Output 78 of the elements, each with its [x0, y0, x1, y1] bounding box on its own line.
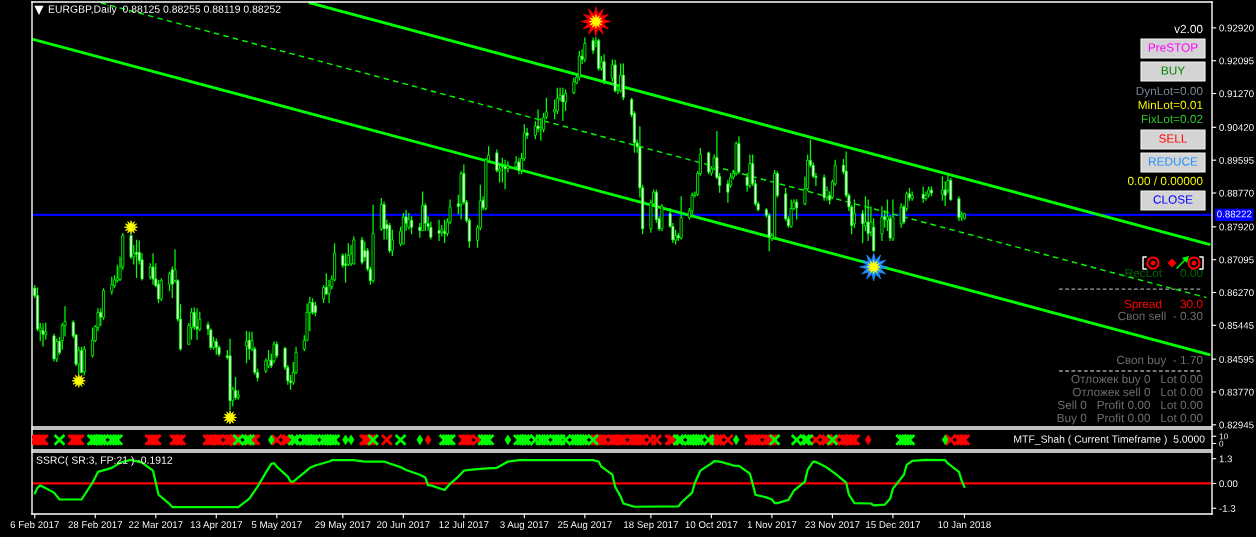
y-tick-label: 0.87920 [1219, 223, 1254, 231]
candlestick [899, 203, 903, 228]
candlestick [352, 236, 356, 265]
annotation: CLOSE [1153, 195, 1193, 204]
chart-title: EURGBP,Daily 0.88125 0.88255 0.88119 0.88252 [48, 5, 281, 15]
x-tick-label: 5 May 2017 [251, 521, 302, 531]
y-tick-label: 0.90420 [1219, 124, 1254, 131]
candlestick [129, 233, 133, 260]
candlestick [52, 333, 56, 362]
annotation: MinLot=0.01 [1138, 100, 1203, 110]
candlestick [621, 63, 625, 101]
annotation: 30.0 [1180, 299, 1203, 309]
ref-line-label: 0.88222 [1217, 210, 1252, 218]
candlestick [949, 178, 953, 201]
x-tick-label: 20 Jun 2017 [377, 521, 430, 529]
x-tick-label: 1 Nov 2017 [747, 521, 797, 529]
candlestick [583, 37, 587, 63]
annotation: SELL [1159, 134, 1188, 143]
x-tick-label: 25 Aug 2017 [558, 521, 612, 531]
y-tick-label: 0.87095 [1219, 256, 1254, 264]
y-tick-label: 0.92095 [1219, 57, 1254, 65]
annotation: Отложек sell 0 Lot 0.00 [1072, 387, 1203, 397]
y-tick-label: 0.83770 [1219, 388, 1254, 396]
x-tick-label: 13 Apr 2017 [190, 521, 243, 531]
candlestick [390, 229, 394, 257]
annotation: FixLot=0.02 [1141, 114, 1203, 124]
text: MTF_Shah ( Current Timeframe ) 5.0000 [1014, 435, 1205, 445]
candlestick [891, 199, 895, 241]
x-tick-label: 18 Sep 2017 [624, 521, 678, 531]
y-tick-label: 0 [1219, 440, 1224, 447]
y-tick-label: -1.3 [1219, 505, 1236, 512]
annotation: 0.00 / 0.00000 [1127, 176, 1203, 186]
x-tick-label: 28 Feb 2017 [68, 520, 123, 529]
y-tick-label: 1.3 [1219, 455, 1233, 463]
annotation: Отложек buy 0 Lot 0.00 [1071, 374, 1203, 386]
candlestick [748, 154, 752, 189]
y-tick-label: 0.00 [1219, 480, 1238, 488]
candlestick [577, 51, 581, 81]
chart-title: SSRC( SR:3, FP:21 ) -0.1912 [36, 456, 173, 466]
annotation: v2.00 [1174, 24, 1203, 34]
x-tick-label: 10 Jan 2018 [938, 521, 991, 529]
candlestick [555, 87, 559, 115]
x-tick-label: 3 Aug 2017 [500, 521, 549, 531]
y-tick-label: 10 [1219, 433, 1228, 440]
annotation: DynLot=0.00 [1136, 86, 1203, 98]
line-series [33, 458, 966, 509]
x-tick-label: 12 Jul 2017 [439, 520, 489, 529]
y-tick-label: 0.92920 [1219, 24, 1254, 32]
y-tick-label: 0.85445 [1219, 322, 1254, 329]
annotation: REDUCE [1149, 157, 1198, 166]
y-tick-label: 0.89595 [1219, 156, 1254, 164]
y-tick-label: 0.82945 [1219, 421, 1254, 429]
candlestick [561, 87, 565, 121]
annotation: BUY [1161, 66, 1185, 75]
x-tick-label: 22 Mar 2017 [128, 521, 183, 529]
x-tick-label: 23 Nov 2017 [805, 521, 860, 529]
annotation: 0.00 [1180, 268, 1203, 278]
x-tick-label: 6 Feb 2017 [10, 520, 59, 529]
candlestick [503, 159, 507, 190]
candlestick [82, 345, 86, 376]
y-tick-label: 0.88770 [1219, 189, 1254, 197]
x-tick-label: 29 May 2017 [315, 521, 371, 531]
candlestick [360, 236, 364, 265]
y-tick-label: 0.86270 [1219, 289, 1254, 297]
annotation: RecLot [1125, 268, 1162, 278]
x-tick-label: 15 Dec 2017 [866, 521, 921, 529]
x-tick-label: 10 Oct 2017 [685, 521, 738, 529]
annotation: Buy 0 Profit 0.00 Lot 0.00 [1057, 413, 1203, 425]
candlestick [514, 156, 518, 170]
y-tick-label: 0.91270 [1219, 90, 1254, 98]
annotation: Spread [1124, 299, 1162, 311]
candlestick [866, 199, 870, 241]
annotation: Своп buy - 1.70 [1116, 355, 1203, 367]
annotation: Sell 0 Profit 0.00 Lot 0.00 [1057, 400, 1203, 410]
annotation: Своп sell - 0.30 [1118, 311, 1203, 321]
y-tick-label: 0.84595 [1219, 355, 1254, 363]
candlestick [195, 308, 199, 340]
annotation: PreSTOP [1148, 43, 1198, 52]
